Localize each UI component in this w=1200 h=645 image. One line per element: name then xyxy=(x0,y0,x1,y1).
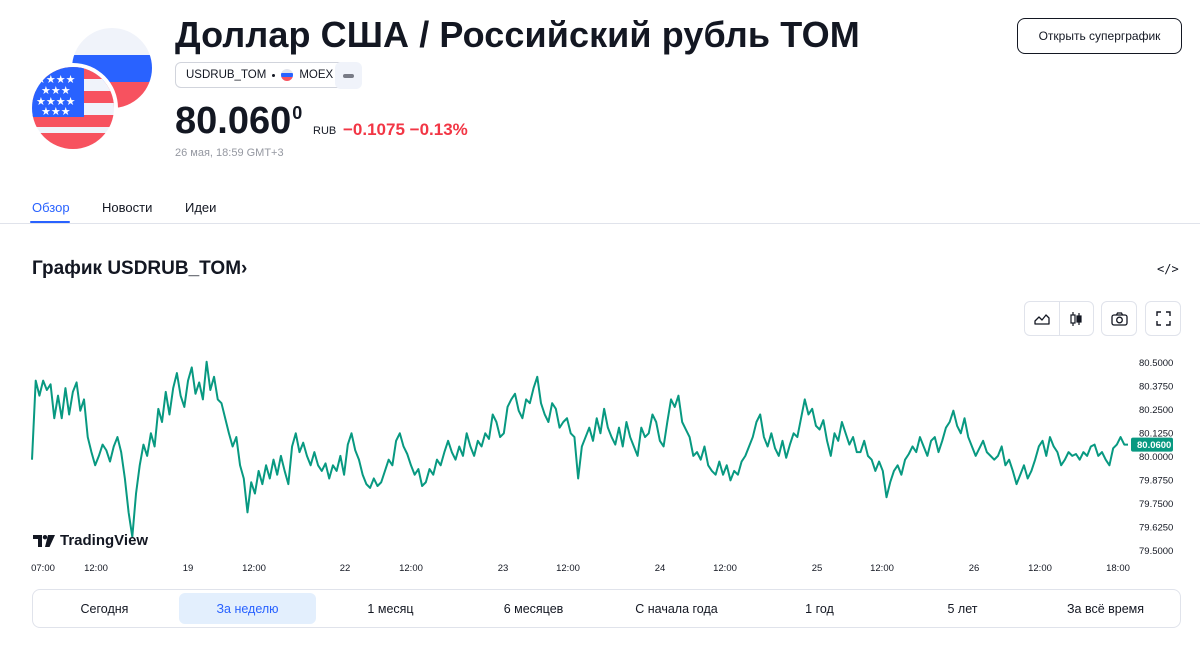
price-currency: RUB xyxy=(313,125,337,137)
x-tick-label: 12:00 xyxy=(713,563,737,574)
separator-dot xyxy=(272,73,276,77)
price-superscript: 0 xyxy=(292,103,303,123)
range-all-button[interactable]: За всё время xyxy=(1066,601,1145,616)
chart-title-link[interactable]: График USDRUB_TOM› xyxy=(32,258,248,279)
x-tick-label: 12:00 xyxy=(870,563,894,574)
page-title: Доллар США / Российский рубль TOM xyxy=(175,14,860,55)
last-price: 80.0600 xyxy=(175,100,302,143)
change-abs: −0.1075 xyxy=(343,120,405,139)
x-tick-label: 25 xyxy=(812,563,823,574)
snapshot-toolgroup xyxy=(1101,301,1137,336)
price-line-chart[interactable]: 80.5000 80.3750 80.2500 80.1250 80.0000 79.87… xyxy=(0,340,1200,580)
tab-overview[interactable]: Обзор xyxy=(32,200,70,215)
range-week-button[interactable]: За неделю xyxy=(179,593,316,624)
svg-text:★★★: ★★★ xyxy=(41,84,71,97)
price-change: −0.1075 −0.13% xyxy=(343,120,468,140)
svg-text:★★★★: ★★★★ xyxy=(36,95,76,108)
x-tick-label: 12:00 xyxy=(1028,563,1052,574)
y-tick-label: 79.5000 xyxy=(1139,546,1173,557)
last-value-label: 80.0600 xyxy=(1137,440,1171,451)
x-tick-label: 12:00 xyxy=(242,563,266,574)
ru-flag-mini-icon xyxy=(281,69,294,81)
x-tick-label: 07:00 xyxy=(31,563,55,574)
candles-icon[interactable] xyxy=(1058,302,1094,335)
tradingview-logo-icon xyxy=(33,534,55,547)
camera-icon[interactable] xyxy=(1102,302,1136,335)
time-range-selector: Сегодня За неделю 1 месяц 6 месяцев С на… xyxy=(32,589,1181,628)
tradingview-logo-text: TradingView xyxy=(60,532,149,549)
change-pct: −0.13% xyxy=(409,120,468,139)
exchange-label: MOEX xyxy=(299,69,334,81)
x-tick-label: 24 xyxy=(655,563,666,574)
x-tick-label: 12:00 xyxy=(84,563,108,574)
fullscreen-toolgroup xyxy=(1145,301,1181,336)
x-tick-label: 26 xyxy=(969,563,980,574)
range-1year-button[interactable]: 1 год xyxy=(805,601,834,616)
x-tick-label: 23 xyxy=(498,563,509,574)
symbol-chip[interactable]: USDRUB_TOM MOEX xyxy=(175,62,345,88)
range-5years-button[interactable]: 5 лет xyxy=(947,601,978,616)
range-ytd-button[interactable]: С начала года xyxy=(635,601,718,616)
range-6months-button[interactable]: 6 месяцев xyxy=(503,601,564,616)
y-tick-label: 80.2500 xyxy=(1139,405,1173,416)
last-value-badge xyxy=(1131,437,1173,452)
svg-text:★★★★: ★★★★ xyxy=(36,73,76,86)
range-month-button[interactable]: 1 месяц xyxy=(367,601,414,616)
y-tick-label: 80.3750 xyxy=(1139,381,1173,392)
us-flag-icon: ★★★★ ★★★ ★★★★ ★★★ xyxy=(32,67,114,149)
y-tick-label: 79.7500 xyxy=(1139,499,1173,510)
x-tick-label: 19 xyxy=(183,563,194,574)
fullscreen-icon[interactable] xyxy=(1146,302,1180,335)
x-tick-label: 12:00 xyxy=(556,563,580,574)
price-series-line xyxy=(31,360,1128,538)
tab-news[interactable]: Новости xyxy=(102,200,153,215)
y-tick-label: 79.8750 xyxy=(1139,475,1173,486)
quote-timestamp: 26 мая, 18:59 GMT+3 xyxy=(175,147,284,159)
x-tick-label: 22 xyxy=(340,563,351,574)
tab-bar: Обзор Новости Идеи xyxy=(0,190,1200,224)
chart-style-toolgroup xyxy=(1024,301,1094,336)
y-tick-label: 80.0000 xyxy=(1139,452,1173,463)
y-tick-label: 80.5000 xyxy=(1139,358,1173,369)
embed-code-icon[interactable]: </> xyxy=(1157,262,1179,276)
active-tab-indicator xyxy=(30,221,70,223)
y-tick-label: 79.6250 xyxy=(1139,522,1173,533)
x-tick-label: 12:00 xyxy=(399,563,423,574)
tab-ideas[interactable]: Идеи xyxy=(185,200,217,215)
tradingview-logo[interactable]: TradingView xyxy=(33,532,148,549)
minus-icon xyxy=(343,73,354,78)
remove-from-watchlist-button[interactable] xyxy=(335,62,362,89)
svg-text:★★★: ★★★ xyxy=(41,105,71,118)
range-today-button[interactable]: Сегодня xyxy=(80,601,129,616)
y-tick-label: 80.1250 xyxy=(1139,428,1173,439)
x-tick-label: 18:00 xyxy=(1106,563,1130,574)
price-main: 80.060 xyxy=(175,100,292,142)
symbol-label: USDRUB_TOM xyxy=(186,69,267,81)
area-chart-icon[interactable] xyxy=(1025,302,1059,335)
open-superchart-button[interactable]: Открыть суперграфик xyxy=(1017,18,1182,54)
